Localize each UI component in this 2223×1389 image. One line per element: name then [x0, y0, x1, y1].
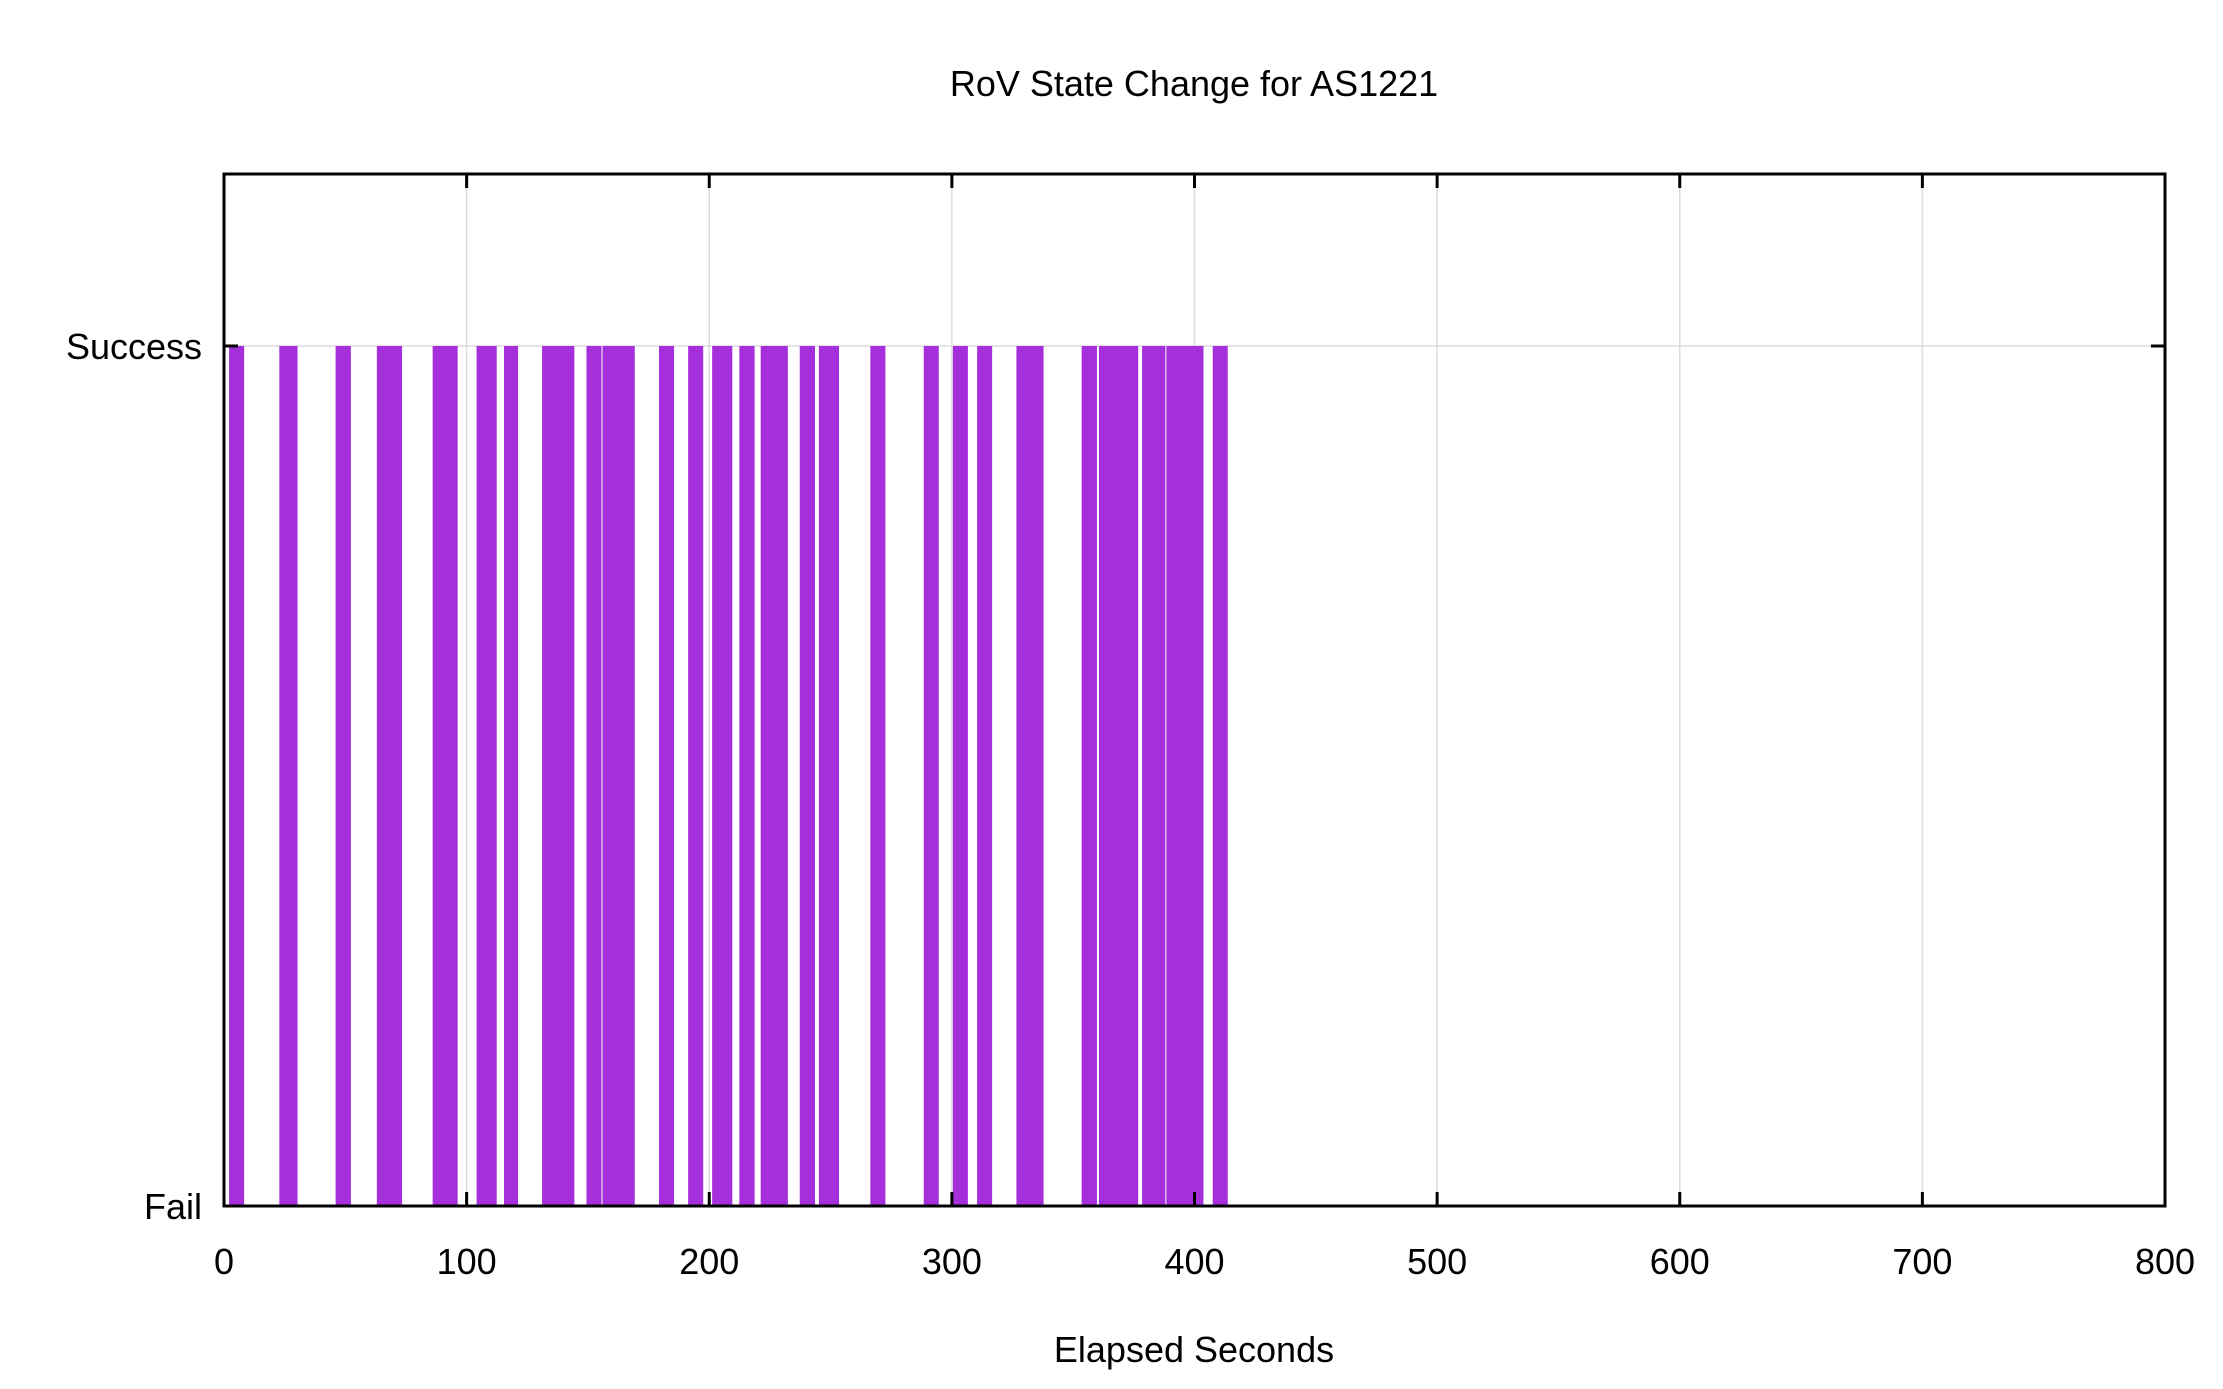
- state-bar: [602, 346, 635, 1206]
- x-tick-label: 200: [679, 1241, 739, 1282]
- state-bar: [870, 346, 886, 1206]
- x-tick-label: 0: [214, 1241, 234, 1282]
- x-tick-label: 300: [922, 1241, 982, 1282]
- state-bar: [923, 346, 939, 1206]
- state-bar: [799, 346, 816, 1206]
- state-bar: [977, 346, 993, 1206]
- state-bar: [1212, 346, 1228, 1206]
- state-bar: [688, 346, 704, 1206]
- state-bar: [476, 346, 497, 1206]
- x-tick-label: 400: [1164, 1241, 1224, 1282]
- state-bar: [279, 346, 298, 1206]
- state-bar: [229, 346, 245, 1206]
- x-tick-label: 500: [1407, 1241, 1467, 1282]
- state-bar: [712, 346, 733, 1206]
- x-tick-label: 800: [2135, 1241, 2195, 1282]
- state-bar: [659, 346, 675, 1206]
- state-bar: [586, 346, 602, 1206]
- state-bar: [739, 346, 755, 1206]
- state-bar: [1166, 346, 1204, 1206]
- x-tick-label: 600: [1650, 1241, 1710, 1282]
- bars: [229, 346, 1228, 1206]
- x-tick-label: 700: [1892, 1241, 1952, 1282]
- x-tick-label: 100: [437, 1241, 497, 1282]
- state-bar: [1016, 346, 1044, 1206]
- state-bar: [760, 346, 788, 1206]
- state-bar: [335, 346, 351, 1206]
- chart-title: RoV State Change for AS1221: [950, 63, 1438, 104]
- x-axis-label: Elapsed Seconds: [1054, 1329, 1334, 1370]
- state-bar: [818, 346, 840, 1206]
- state-bar: [503, 346, 519, 1206]
- ticks: 0 100 200 300 400 500 600 700 800 Success Fail: [66, 174, 2195, 1282]
- state-bar: [376, 346, 403, 1206]
- state-bar: [542, 346, 575, 1206]
- state-bar: [1081, 346, 1097, 1206]
- state-bar: [1142, 346, 1166, 1206]
- state-bar: [952, 346, 968, 1206]
- state-bar: [432, 346, 458, 1206]
- state-bar: [1098, 346, 1139, 1206]
- y-tick-label: Success: [66, 326, 202, 367]
- y-tick-label: Fail: [144, 1186, 202, 1227]
